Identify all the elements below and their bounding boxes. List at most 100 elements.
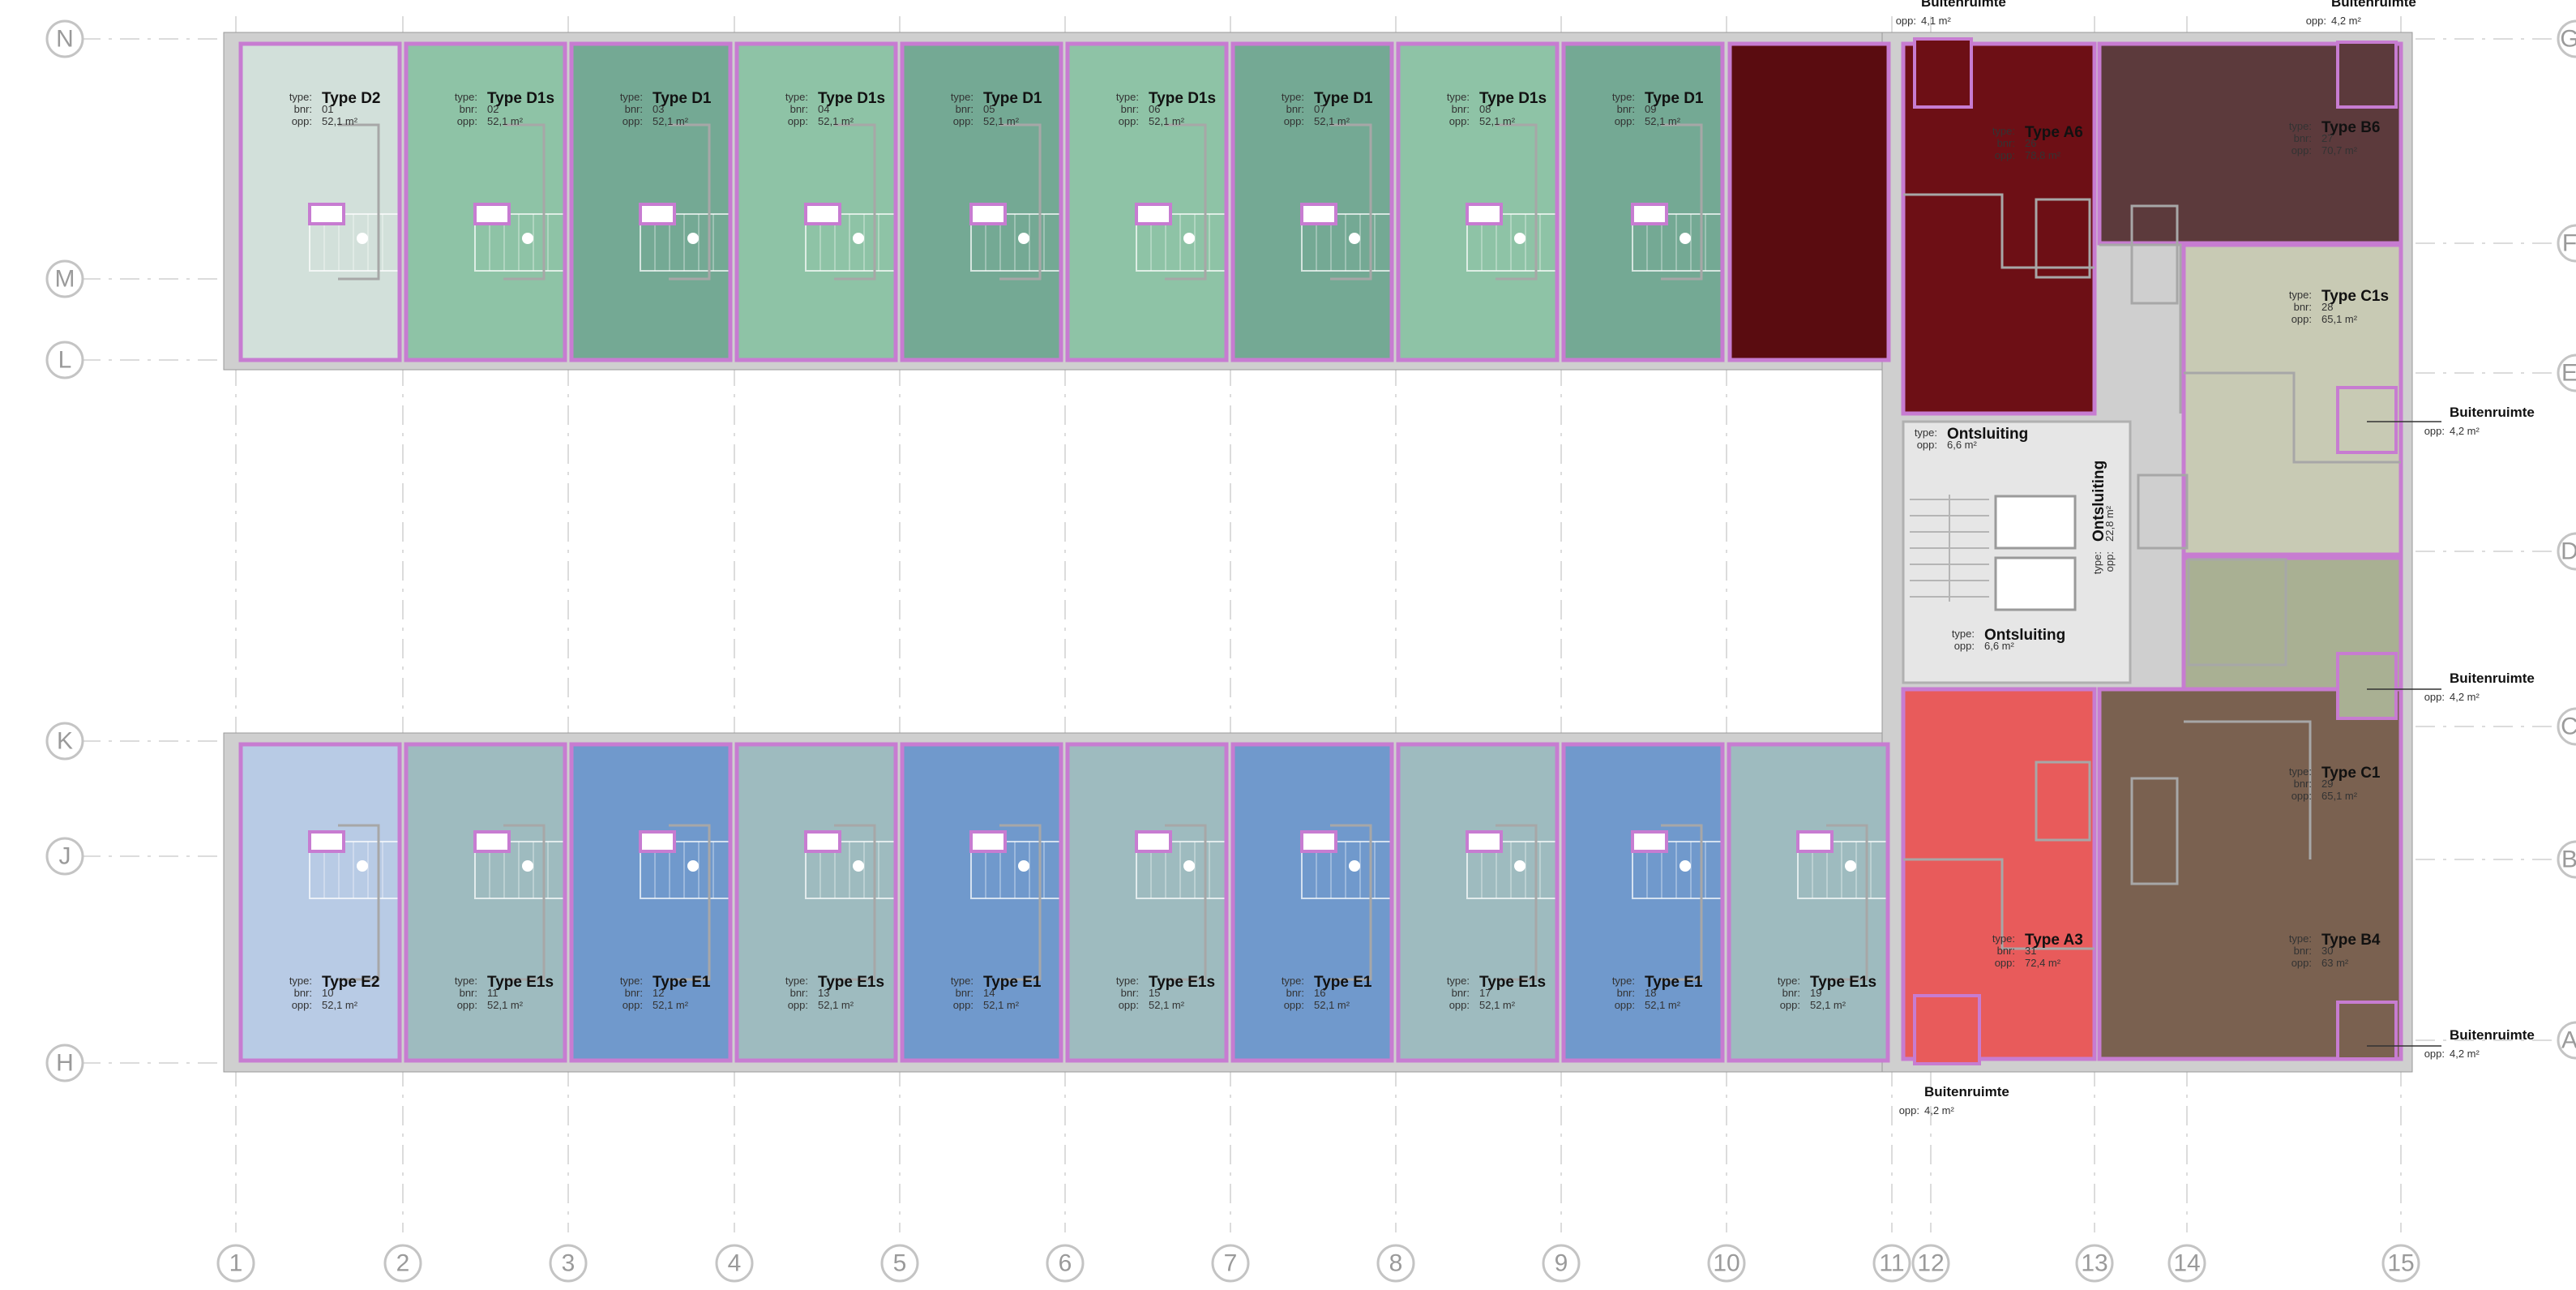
- grid-bubble-column: 14: [2167, 1244, 2206, 1283]
- interior-wall: [1165, 824, 1207, 981]
- toilet: [1018, 860, 1029, 872]
- unit-number: 15: [1149, 987, 1160, 999]
- unit-border: [238, 41, 402, 362]
- sink: [804, 830, 841, 853]
- interior-wall: [1165, 123, 1207, 281]
- outdoor-name: Buitenruimte: [2331, 0, 2416, 10]
- grid-bubble-column: 13: [2075, 1244, 2114, 1283]
- unit-type-name: Type D1: [1314, 90, 1373, 107]
- grid-label: 1: [229, 1250, 243, 1277]
- unit-number: 05: [983, 103, 995, 115]
- interior-wall: [503, 824, 546, 981]
- balcony: [2336, 1001, 2398, 1061]
- grid-label: J: [59, 843, 71, 870]
- label-type-key: type:: [1447, 975, 1470, 987]
- grid-label: 4: [728, 1250, 742, 1277]
- unit-area: 52,1 m²: [1314, 115, 1350, 127]
- unit-border: [734, 742, 898, 1063]
- interior-wall: [1826, 824, 1868, 981]
- label-bnr-key: bnr:: [790, 103, 808, 115]
- label-opp-key: opp:: [1119, 115, 1139, 127]
- unit-area: 52,1 m²: [487, 115, 524, 127]
- label-bnr-key: bnr:: [1997, 137, 2015, 149]
- outdoor-name: Buitenruimte: [2450, 405, 2535, 420]
- grid-bubble-column: 2: [383, 1244, 422, 1283]
- label-opp-key: opp:: [2291, 790, 2312, 802]
- grid-label: A: [2561, 1027, 2576, 1054]
- toilet: [1183, 860, 1195, 872]
- label-type-key: type:: [2289, 765, 2312, 778]
- unit-fill: [571, 44, 730, 360]
- sink: [1631, 830, 1668, 853]
- outdoor-name: Buitenruimte: [2450, 1027, 2535, 1043]
- label-bnr-key: bnr:: [1286, 103, 1304, 115]
- interior-wall: [669, 824, 711, 981]
- circulation-area: 6,6 m²: [1947, 439, 1978, 451]
- unit-number: 07: [1314, 103, 1325, 115]
- grid-label: 10: [1713, 1250, 1739, 1277]
- label-opp-key: opp:: [1896, 15, 1916, 27]
- grid-bubble-column: 8: [1376, 1244, 1415, 1283]
- label-opp-key: opp:: [1780, 999, 1800, 1011]
- unit-area: 52,1 m²: [1314, 999, 1350, 1011]
- grid-bubble-row-right: A: [2557, 1021, 2576, 1060]
- interior-wall: [834, 123, 876, 281]
- label-bnr-key: bnr:: [625, 987, 643, 999]
- outdoor-area: 4,1 m²: [1921, 15, 1952, 27]
- label-opp-key: opp:: [1954, 640, 1975, 652]
- label-type-key: type:: [455, 975, 477, 987]
- interior-wall: [1661, 824, 1703, 981]
- grid-label: 14: [2173, 1250, 2200, 1277]
- circulation-area: 6,6 m²: [1984, 640, 2015, 652]
- unit-fill: [737, 744, 896, 1061]
- interior-wall: [1496, 123, 1538, 281]
- toilet: [853, 860, 864, 872]
- label-type-key: type:: [1992, 932, 2015, 945]
- grid-bubble-row-right: C: [2557, 707, 2576, 746]
- unit-type-name: Type B4: [2321, 932, 2381, 949]
- toilet: [522, 860, 533, 872]
- unit-type-name: Type D1: [1645, 90, 1704, 107]
- unit-area: 70,7 m²: [2321, 144, 2358, 156]
- grid-label: 7: [1224, 1250, 1238, 1277]
- label-opp-key: opp:: [1995, 149, 2015, 161]
- label-opp-key: opp:: [2424, 425, 2445, 437]
- unit-border: [1727, 41, 1891, 362]
- unit-border: [1561, 742, 1725, 1063]
- label-opp-key: opp:: [1284, 999, 1304, 1011]
- label-type-key: type:: [1952, 628, 1975, 640]
- label-type-key: type:: [1116, 975, 1139, 987]
- stair: [1910, 495, 1989, 602]
- unit-fill: [1398, 44, 1557, 360]
- label-type-key: type:: [2289, 120, 2312, 132]
- circulation-area: 22,8 m²: [2103, 505, 2116, 542]
- grid-bubble-row: N: [45, 19, 84, 58]
- label-bnr-key: bnr:: [1782, 987, 1800, 999]
- label-opp-key: opp:: [292, 999, 312, 1011]
- circulation-core: [1902, 420, 2132, 684]
- label-opp-key: opp:: [1615, 115, 1635, 127]
- unit-fill: [1398, 744, 1557, 1061]
- label-bnr-key: bnr:: [460, 103, 477, 115]
- unit-type-name: Type E1s: [1810, 974, 1876, 991]
- unit-number: 03: [653, 103, 664, 115]
- label-type-key: type:: [1282, 975, 1304, 987]
- label-bnr-key: bnr:: [294, 987, 312, 999]
- label-type-key: type:: [1282, 91, 1304, 103]
- label-opp-key: opp:: [457, 115, 477, 127]
- unit-fill: [1068, 744, 1226, 1061]
- label-opp-key: opp:: [2291, 313, 2312, 325]
- sink: [1135, 830, 1172, 853]
- label-bnr-key: bnr:: [1286, 987, 1304, 999]
- label-bnr-key: bnr:: [1997, 945, 2015, 957]
- unit-type-name: Type C1s: [2321, 288, 2389, 305]
- toilet: [853, 233, 864, 244]
- sink: [1135, 203, 1172, 225]
- unit-area: 52,1 m²: [818, 999, 854, 1011]
